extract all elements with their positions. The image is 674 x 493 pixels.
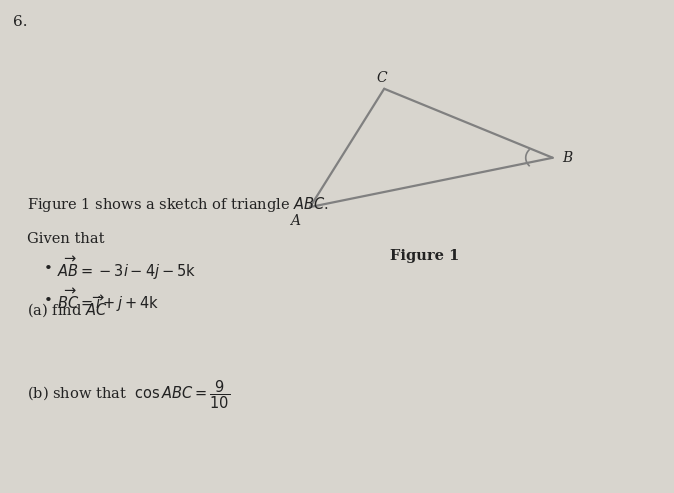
Text: Given that: Given that xyxy=(27,232,104,246)
Text: $\overrightarrow{AB} = -3i - 4j - 5\mathrm{k}$: $\overrightarrow{AB} = -3i - 4j - 5\math… xyxy=(57,255,197,282)
Text: C: C xyxy=(376,71,387,85)
Text: (b) show that  $\cos ABC = \dfrac{9}{10}$: (b) show that $\cos ABC = \dfrac{9}{10}$ xyxy=(27,378,231,411)
Text: $\overrightarrow{BC} = i + j + 4\mathrm{k}$: $\overrightarrow{BC} = i + j + 4\mathrm{… xyxy=(57,287,159,315)
Text: A: A xyxy=(290,214,300,228)
Text: (a) find $\overrightarrow{AC}$: (a) find $\overrightarrow{AC}$ xyxy=(27,293,107,318)
Text: Figure 1 shows a sketch of triangle $ABC$.: Figure 1 shows a sketch of triangle $ABC… xyxy=(27,195,329,214)
Text: •: • xyxy=(44,294,53,308)
Text: Figure 1: Figure 1 xyxy=(390,249,459,263)
Text: •: • xyxy=(44,262,53,276)
Text: 6.: 6. xyxy=(13,15,28,29)
Text: B: B xyxy=(562,151,573,165)
